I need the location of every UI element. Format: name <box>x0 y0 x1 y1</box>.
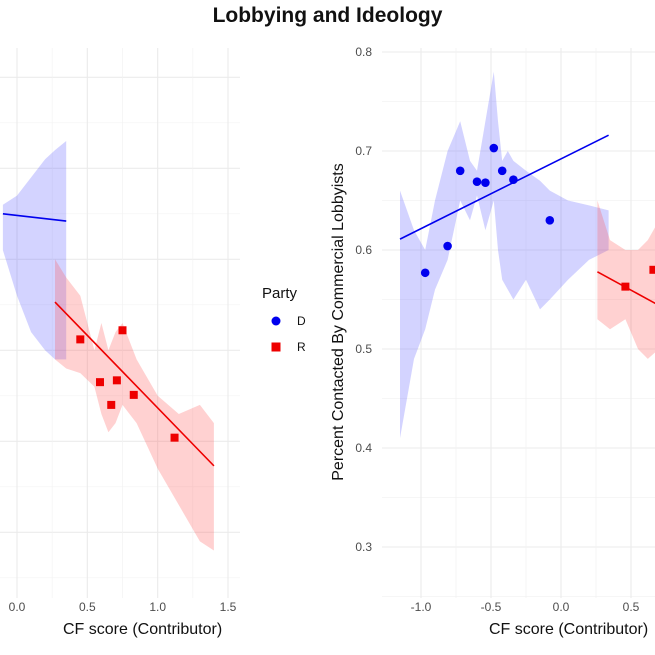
data-point-r <box>76 335 85 344</box>
chart-title: Lobbying and Ideology <box>212 4 443 27</box>
legend: Party D R <box>262 285 306 354</box>
data-point-d <box>420 268 430 278</box>
data-point-d <box>481 178 490 187</box>
data-point-r <box>649 265 655 274</box>
confidence-band-r <box>597 200 655 359</box>
data-point-d <box>509 175 518 185</box>
confidence-band-d <box>400 71 609 439</box>
confidence-band-r <box>55 259 214 551</box>
legend-label-d: D <box>297 314 306 328</box>
legend-title: Party <box>262 285 298 302</box>
data-point-r <box>112 376 121 385</box>
y-tick-label: 0.8 <box>355 45 372 59</box>
y-axis-label: Percent Contacted By Commercial Lobbyist… <box>330 163 347 480</box>
y-tick-label: 0.7 <box>355 144 372 158</box>
x-tick-label: 1.0 <box>149 600 166 614</box>
data-point-d <box>443 241 452 251</box>
fit-line-d <box>399 134 609 240</box>
data-point-r <box>129 390 138 399</box>
y-tick-label: 0.4 <box>355 441 372 455</box>
x-tick-label: 1.5 <box>220 600 237 614</box>
x-tick-label: 0.0 <box>9 600 26 614</box>
data-point-d <box>545 216 555 225</box>
y-tick-label: 0.6 <box>355 243 372 257</box>
data-point-r <box>170 433 179 442</box>
data-point-r <box>95 378 104 387</box>
legend-label-r: R <box>297 340 306 354</box>
legend-key-d <box>271 316 281 326</box>
plot-area-2 <box>382 48 655 598</box>
x-tick-label: -1.0 <box>411 600 432 614</box>
x-axis-label: CF score (Contributor) <box>489 621 648 638</box>
left-panel: 0.0 0.5 1.0 1.5 CF score (Contributor) <box>0 48 240 638</box>
data-point-r <box>118 326 127 335</box>
data-point-d <box>497 166 507 176</box>
fit-line-d <box>2 213 67 222</box>
x-tick-label: 0.5 <box>623 600 640 614</box>
fit-line-r <box>54 301 215 467</box>
x-tick-label: -0.5 <box>481 600 502 614</box>
x-tick-label: 0.5 <box>79 600 96 614</box>
y-tick-label: 0.3 <box>355 540 372 554</box>
y-tick-label: 0.5 <box>355 342 372 356</box>
right-panel: -1.0 -0.5 0.0 0.5 0.8 0.7 0.6 0.5 0.4 0.3 CF score… <box>330 45 655 638</box>
data-point-r <box>107 400 116 409</box>
confidence-band-d <box>2 141 67 360</box>
data-point-d <box>472 177 482 186</box>
x-axis-label: CF score (Contributor) <box>63 621 222 638</box>
x-tick-label: 0.0 <box>553 600 570 614</box>
data-point-r <box>621 282 630 291</box>
plot-area-1 <box>0 48 240 598</box>
data-point-d <box>455 166 465 176</box>
legend-key-r <box>271 342 281 352</box>
data-point-d <box>489 143 499 153</box>
